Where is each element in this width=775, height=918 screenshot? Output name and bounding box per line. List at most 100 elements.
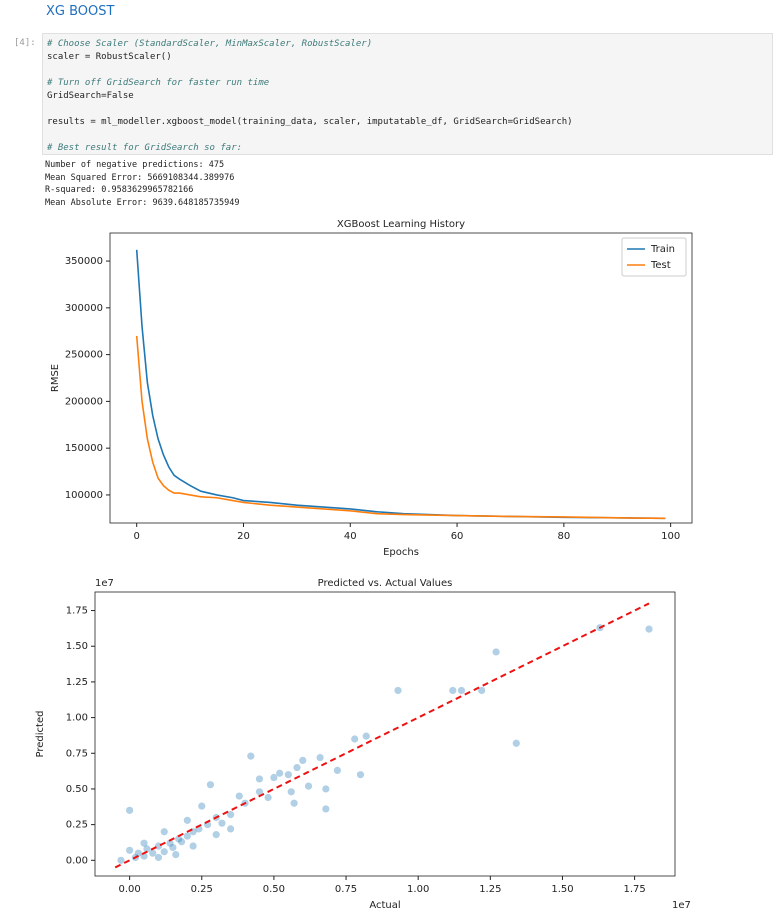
- cell-prompt: [4]:: [14, 38, 36, 48]
- y-tick-label: 250000: [65, 350, 103, 361]
- point: [299, 756, 307, 765]
- point: [478, 686, 486, 695]
- point: [169, 843, 177, 852]
- x-tick-label: 1.50: [551, 884, 573, 895]
- y-tick-label: 200000: [65, 396, 103, 407]
- reference-line: [114, 602, 650, 869]
- point: [287, 788, 295, 796]
- code-block: results = ml_modeller.xgboost_model(trai…: [47, 116, 768, 129]
- series-line: [135, 249, 666, 520]
- x-tick-label: 0.75: [335, 884, 357, 895]
- code-line: # Choose Scaler (StandardScaler, MinMaxS…: [47, 39, 373, 49]
- cell-output: Number of negative predictions: 475 Mean …: [45, 159, 239, 209]
- point: [117, 856, 125, 864]
- code-line: scaler = RobustScaler(): [47, 52, 172, 62]
- output-line: Mean Absolute Error: 9639.648185735949: [45, 197, 240, 208]
- point: [166, 839, 174, 847]
- code-line: results = ml_modeller.xgboost_model(trai…: [47, 117, 573, 127]
- code-line: # Turn off GridSearch for faster run tim…: [47, 78, 270, 88]
- point: [322, 805, 330, 813]
- x-axis-label: Actual: [369, 900, 400, 911]
- point: [154, 853, 163, 862]
- point: [264, 793, 272, 802]
- y-tick-label: 1.00: [66, 713, 88, 724]
- point: [160, 848, 168, 856]
- code-line: GridSearch=False: [47, 91, 134, 101]
- point: [290, 799, 298, 807]
- legend-box: [621, 237, 687, 277]
- point: [457, 686, 466, 695]
- y-tick-label: 0.50: [66, 784, 88, 795]
- x-tick-label: 20: [237, 531, 250, 542]
- y-tick-label: 0.75: [66, 748, 88, 759]
- point: [177, 838, 186, 846]
- chart-title: XGBoost Learning History: [337, 219, 465, 230]
- x-tick-label: 60: [451, 531, 464, 542]
- point: [227, 825, 235, 833]
- point: [247, 752, 255, 760]
- point: [316, 753, 324, 762]
- point: [126, 806, 134, 814]
- point: [218, 819, 226, 827]
- point: [212, 831, 220, 839]
- point: [140, 839, 148, 847]
- code-block: # Choose Scaler (StandardScaler, MinMaxS…: [47, 38, 768, 64]
- x-tick-label: 1.75: [623, 884, 645, 895]
- y-tick-label: 1.25: [66, 677, 88, 688]
- point: [362, 732, 370, 740]
- legend-label: Train: [650, 244, 675, 255]
- x-tick-label: 1.25: [479, 884, 501, 895]
- code-cell[interactable]: # Choose Scaler (StandardScaler, MinMaxS…: [42, 33, 773, 155]
- point: [143, 845, 151, 853]
- point: [293, 763, 301, 772]
- point: [492, 648, 500, 656]
- x-tick-label: 0.00: [118, 884, 140, 895]
- point: [351, 735, 359, 743]
- point: [512, 739, 520, 747]
- point: [160, 828, 168, 836]
- section-heading: XG BOOST: [46, 4, 115, 19]
- point: [304, 782, 313, 790]
- legend-label: Test: [650, 260, 671, 271]
- x-axis-label: Epochs: [383, 547, 419, 558]
- point: [183, 816, 191, 824]
- point: [198, 802, 206, 810]
- point: [333, 766, 341, 774]
- code-block: # Best result for GridSearch so far:: [47, 142, 768, 155]
- y-tick-label: 350000: [65, 256, 103, 267]
- y-axis-label: RMSE: [50, 364, 61, 392]
- point: [255, 788, 264, 796]
- plot-area: [109, 232, 693, 524]
- x-offset: 1e7: [672, 900, 691, 911]
- point: [183, 832, 191, 840]
- y-offset: 1e7: [95, 578, 114, 589]
- x-tick-label: 0.50: [263, 884, 285, 895]
- point: [189, 842, 197, 850]
- point: [175, 835, 183, 843]
- y-tick-label: 0.25: [66, 820, 88, 831]
- y-tick-label: 1.50: [66, 641, 88, 652]
- x-tick-label: 80: [557, 531, 570, 542]
- x-tick-label: 100: [661, 531, 680, 542]
- y-tick-label: 150000: [65, 443, 103, 454]
- plot-area: [94, 591, 676, 877]
- output-line: Number of negative predictions: 475: [45, 160, 225, 170]
- y-tick-label: 0.00: [66, 855, 88, 866]
- point: [126, 846, 134, 854]
- point: [356, 771, 365, 779]
- output-line: Mean Squared Error: 5669108344.389976: [45, 172, 235, 183]
- y-axis-label: Predicted: [35, 711, 46, 758]
- point: [154, 842, 163, 850]
- point: [276, 769, 284, 777]
- chart-title: Predicted vs. Actual Values: [318, 578, 453, 589]
- point: [134, 849, 142, 857]
- point: [149, 849, 157, 857]
- output-line: R-squared: 0.9583629965782166: [45, 185, 194, 196]
- point: [449, 686, 457, 695]
- point: [394, 686, 402, 695]
- point: [284, 771, 292, 779]
- code-block: # Turn off GridSearch for faster run tim…: [47, 77, 768, 103]
- point: [206, 781, 215, 789]
